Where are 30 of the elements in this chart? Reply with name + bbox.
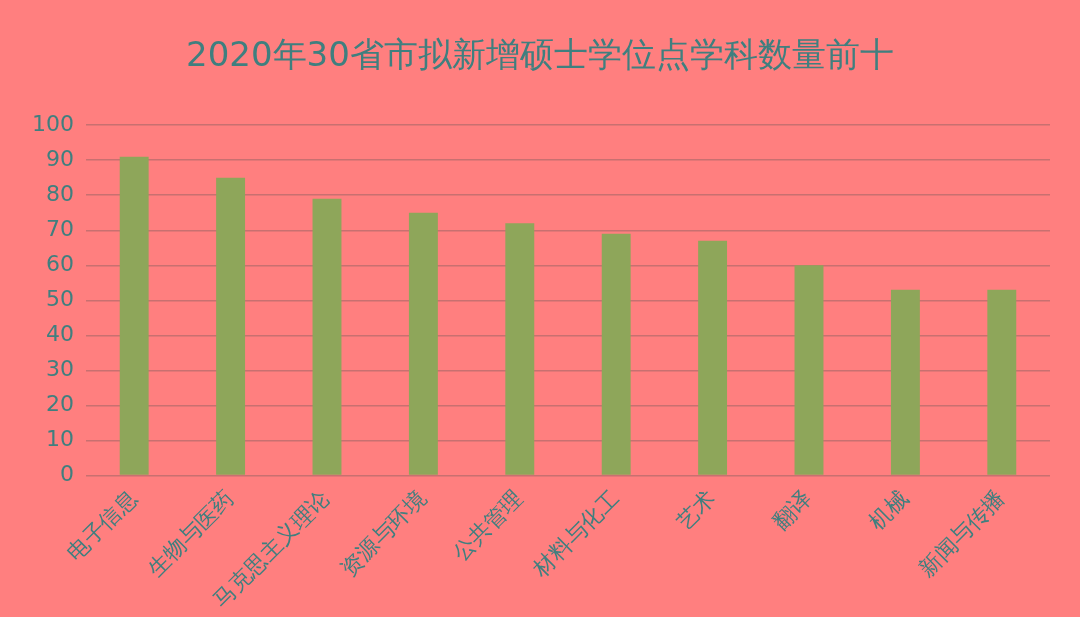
- y-tick-label: 70: [45, 215, 74, 241]
- y-tick-label: 100: [31, 110, 74, 136]
- bar: [601, 233, 631, 475]
- bar: [698, 240, 728, 475]
- bar: [312, 198, 342, 475]
- bar: [794, 265, 824, 475]
- y-tick-label: 80: [45, 180, 74, 206]
- y-tick-label: 0: [59, 461, 74, 487]
- x-tick-label: 翻译: [767, 485, 817, 535]
- bar: [987, 289, 1017, 475]
- x-tick-label: 资源与环境: [335, 485, 431, 582]
- y-tick-label: 50: [45, 286, 74, 312]
- y-tick-label: 30: [45, 356, 74, 382]
- x-tick-label: 材料与化工: [527, 485, 624, 582]
- y-tick-label: 90: [45, 145, 74, 171]
- x-tick-label: 公共管理: [447, 485, 528, 566]
- bar: [890, 289, 920, 475]
- y-tick-label: 40: [45, 321, 74, 347]
- x-tick-label: 电子信息: [61, 485, 142, 566]
- bar: [119, 156, 149, 475]
- x-tick-label: 艺术: [671, 485, 721, 535]
- bar: [505, 223, 535, 475]
- x-tick-label: 新闻与传播: [913, 485, 1010, 582]
- y-tick-label: 10: [45, 426, 74, 452]
- bar: [408, 212, 438, 475]
- x-tick-label: 机械: [864, 485, 913, 535]
- y-tick-label: 60: [45, 251, 74, 277]
- chart-title: 2020年30省市拟新增硕士学位点学科数量前十: [185, 33, 895, 76]
- bar: [216, 177, 246, 475]
- y-tick-label: 20: [45, 391, 74, 417]
